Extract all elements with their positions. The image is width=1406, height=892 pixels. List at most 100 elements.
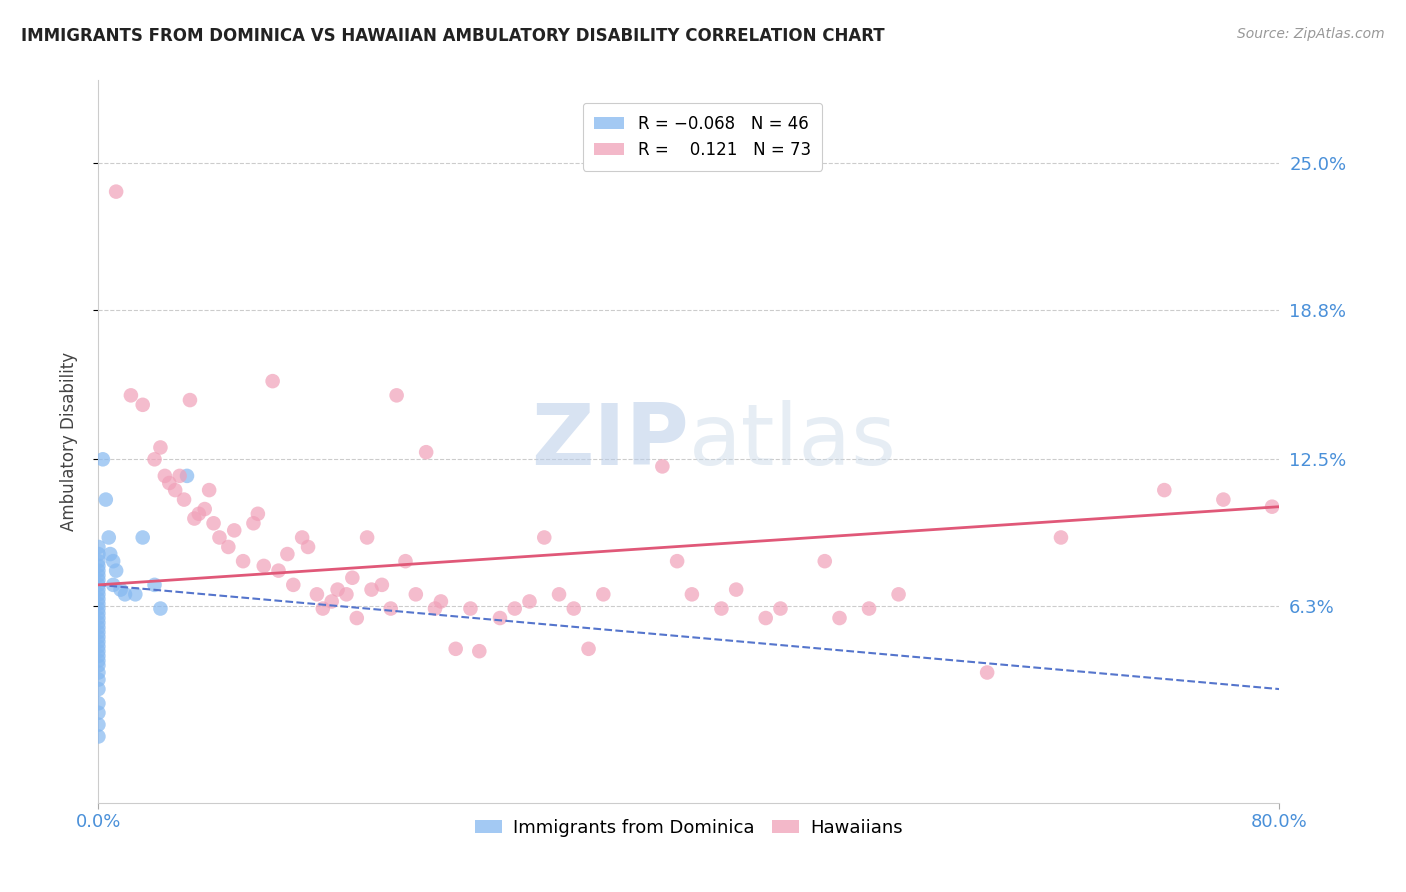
Point [87,673,110,687]
Point [98,547,121,561]
Text: ZIP: ZIP [531,400,689,483]
Point [503,601,526,615]
Point [342,571,364,585]
Point [415,445,437,459]
Point [94,492,117,507]
Point [681,587,703,601]
Point [87,607,110,621]
Point [149,601,172,615]
Point [87,554,110,568]
Point [253,558,276,573]
Point [103,578,125,592]
Y-axis label: Ambulatory Disability: Ambulatory Disability [59,352,77,531]
Point [87,578,110,592]
Point [769,601,792,615]
Point [105,564,128,578]
Point [87,547,110,561]
Point [187,507,209,521]
Point [87,696,110,710]
Point [198,483,221,497]
Point [114,587,136,601]
Point [430,594,453,608]
Point [460,601,482,615]
Point [153,469,176,483]
Point [371,578,394,592]
Point [87,611,110,625]
Point [283,578,305,592]
Point [1153,483,1175,497]
Point [217,540,239,554]
Point [87,717,110,731]
Point [360,582,382,597]
Point [444,641,467,656]
Point [976,665,998,680]
Point [87,634,110,648]
Point [87,630,110,644]
Point [291,531,314,545]
Point [666,554,689,568]
Point [87,706,110,720]
Point [814,554,837,568]
Text: IMMIGRANTS FROM DOMINICA VS HAWAIIAN AMBULATORY DISABILITY CORRELATION CHART: IMMIGRANTS FROM DOMINICA VS HAWAIIAN AMB… [21,27,884,45]
Point [242,516,264,531]
Point [346,611,368,625]
Point [87,682,110,697]
Point [651,459,673,474]
Text: Source: ZipAtlas.com: Source: ZipAtlas.com [1237,27,1385,41]
Point [87,644,110,658]
Point [87,587,110,601]
Point [176,469,198,483]
Point [97,531,120,545]
Point [533,531,555,545]
Point [143,452,166,467]
Point [183,511,205,525]
Point [87,582,110,597]
Point [321,594,343,608]
Point [305,587,328,601]
Point [755,611,778,625]
Point [578,641,600,656]
Point [91,452,114,467]
Point [157,475,180,490]
Point [297,540,319,554]
Point [548,587,571,601]
Point [246,507,269,521]
Point [103,554,125,568]
Point [326,582,349,597]
Point [105,185,128,199]
Point [87,620,110,634]
Point [356,531,378,545]
Point [267,564,290,578]
Point [468,644,491,658]
Text: atlas: atlas [689,400,897,483]
Point [828,611,851,625]
Point [312,601,335,615]
Point [173,492,195,507]
Point [132,531,155,545]
Point [519,594,541,608]
Point [1261,500,1284,514]
Point [87,654,110,668]
Legend: Immigrants from Dominica, Hawaiians: Immigrants from Dominica, Hawaiians [468,812,910,845]
Point [120,388,142,402]
Point [592,587,614,601]
Point [132,398,155,412]
Point [489,611,512,625]
Point [87,601,110,615]
Point [232,554,254,568]
Point [87,564,110,578]
Point [276,547,298,561]
Point [725,582,748,597]
Point [202,516,225,531]
Point [224,524,246,538]
Point [710,601,733,615]
Point [87,540,110,554]
Point [1212,492,1234,507]
Point [262,374,284,388]
Point [380,601,402,615]
Point [87,558,110,573]
Point [87,597,110,611]
Point [87,640,110,654]
Point [87,592,110,607]
Point [143,578,166,592]
